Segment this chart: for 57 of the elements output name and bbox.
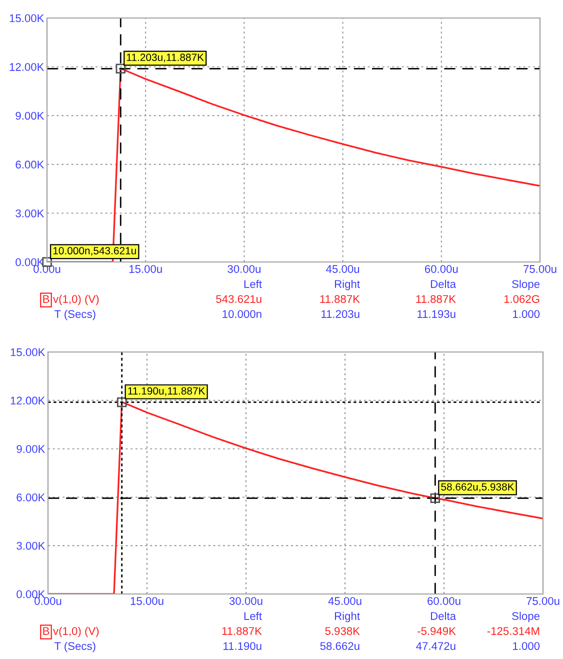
text: 1.000 [513, 642, 540, 650]
x-tick-label: 15.00u [129, 265, 162, 273]
text: 1.000 [513, 310, 540, 318]
text: Left [244, 280, 262, 288]
text: Left [244, 612, 262, 620]
text: Slope [512, 280, 540, 290]
text: 11.193u [418, 310, 456, 318]
x-tick-label: 45.00u [328, 597, 362, 605]
text: 58.662u [320, 642, 360, 650]
text: 11.887K [222, 627, 262, 635]
text: 10.000n [222, 310, 262, 318]
y-tick-label: 12.00K [10, 396, 46, 405]
x-tick-label: 75.00u [526, 597, 560, 605]
text: Slope [512, 612, 540, 622]
text: 11.203u [322, 310, 360, 318]
text: B [43, 627, 50, 635]
annotation: 10.000n,543.621u [53, 247, 136, 256]
text: Right [334, 280, 360, 290]
text: T (Secs) [54, 642, 96, 652]
text: T (Secs) [54, 310, 96, 320]
text: 543.621u [216, 295, 262, 303]
text: 11.887K [416, 295, 456, 303]
legend-label: v(1,0) (V) [53, 294, 99, 306]
x-tick-label: 60.00u [424, 265, 458, 273]
legend-label: v(1,0) (V) [53, 626, 99, 638]
x-tick-label: 0.00u [34, 597, 62, 605]
y-tick-label: 9.00K [16, 112, 44, 120]
text: -125.314M [487, 627, 540, 635]
text: Right [334, 612, 360, 622]
text: B [43, 295, 50, 303]
x-tick-label: 75.00u [524, 265, 556, 273]
y-tick-label: 6.00K [16, 160, 44, 169]
y-tick-label: 3.00K [16, 209, 44, 218]
y-tick-label: 0.00K [16, 590, 46, 598]
text: 5.938K [325, 627, 360, 635]
annotation: 11.190u,11.887K [128, 387, 206, 396]
x-tick-label: 60.00u [428, 597, 460, 605]
y-tick-label: 12.00K [10, 63, 44, 71]
y-tick-label: 6.00K [16, 493, 46, 502]
x-tick-label: 30.00u [228, 265, 260, 273]
text: Delta [430, 280, 456, 288]
text: 11.887K [320, 295, 360, 303]
text: 1.062G [504, 295, 540, 303]
y-tick-label: 3.00K [16, 542, 46, 550]
y-tick-label: 0.00K [16, 258, 44, 266]
annotation: 11.203u,11.887K [126, 54, 204, 62]
y-tick-label: 15.00K [10, 14, 44, 22]
x-tick-label: 45.00u [326, 265, 360, 273]
y-tick-label: 9.00K [16, 445, 46, 453]
x-tick-label: 15.00u [130, 597, 164, 605]
annotation: 58.662u,5.938K [441, 483, 514, 492]
text: -5.949K [418, 627, 456, 635]
text: Delta [430, 612, 456, 620]
text: 47.472u [416, 642, 456, 650]
x-tick-label: 30.00u [229, 597, 262, 605]
y-tick-label: 15.00K [10, 348, 46, 356]
text: 11.190u [224, 642, 262, 650]
